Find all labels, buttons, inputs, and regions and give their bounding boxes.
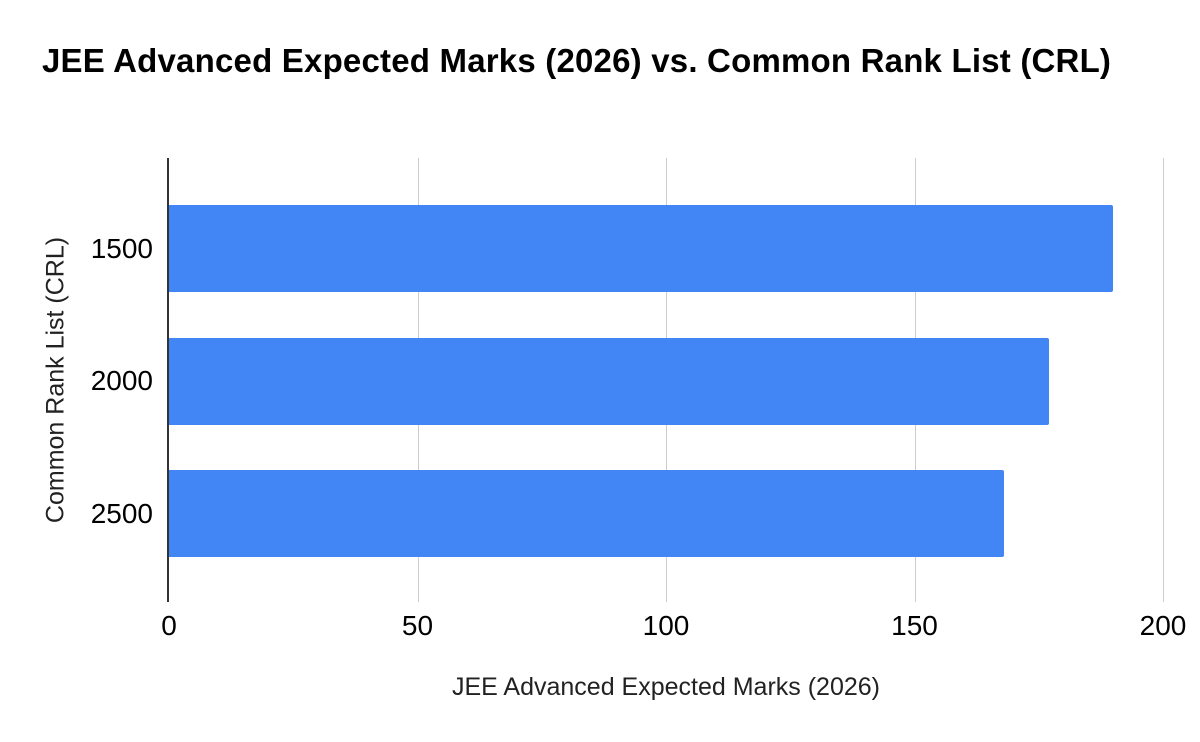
x-tick-label-50: 50 [401,610,434,641]
y-tick-label-2000: 2000 [90,365,153,396]
bar-2000 [169,337,1049,425]
bar-1500 [169,205,1114,292]
bar-row-2500 [169,470,1163,557]
y-axis-tick-labels: 1500 2000 2500 [0,158,153,602]
bar-2500 [169,470,1004,557]
x-axis-tick-labels: 0 50 100 150 200 [161,610,1186,644]
x-axis-title: JEE Advanced Expected Marks (2026) [451,673,880,701]
x-tick-label-150: 150 [891,610,938,641]
bar-row-2000 [169,337,1163,425]
plot-area [167,158,1164,602]
y-tick-label-2500: 2500 [90,497,153,529]
bar-row-1500 [169,205,1163,292]
gridline-x-200 [1163,158,1164,602]
bar-rows [169,158,1163,602]
y-tick-label-1500: 1500 [90,232,153,264]
x-tick-label-100: 100 [642,610,690,641]
x-tick-label-0: 0 [161,610,177,641]
chart-title: JEE Advanced Expected Marks (2026) vs. C… [42,42,1112,79]
x-tick-label-200: 200 [1139,610,1187,641]
